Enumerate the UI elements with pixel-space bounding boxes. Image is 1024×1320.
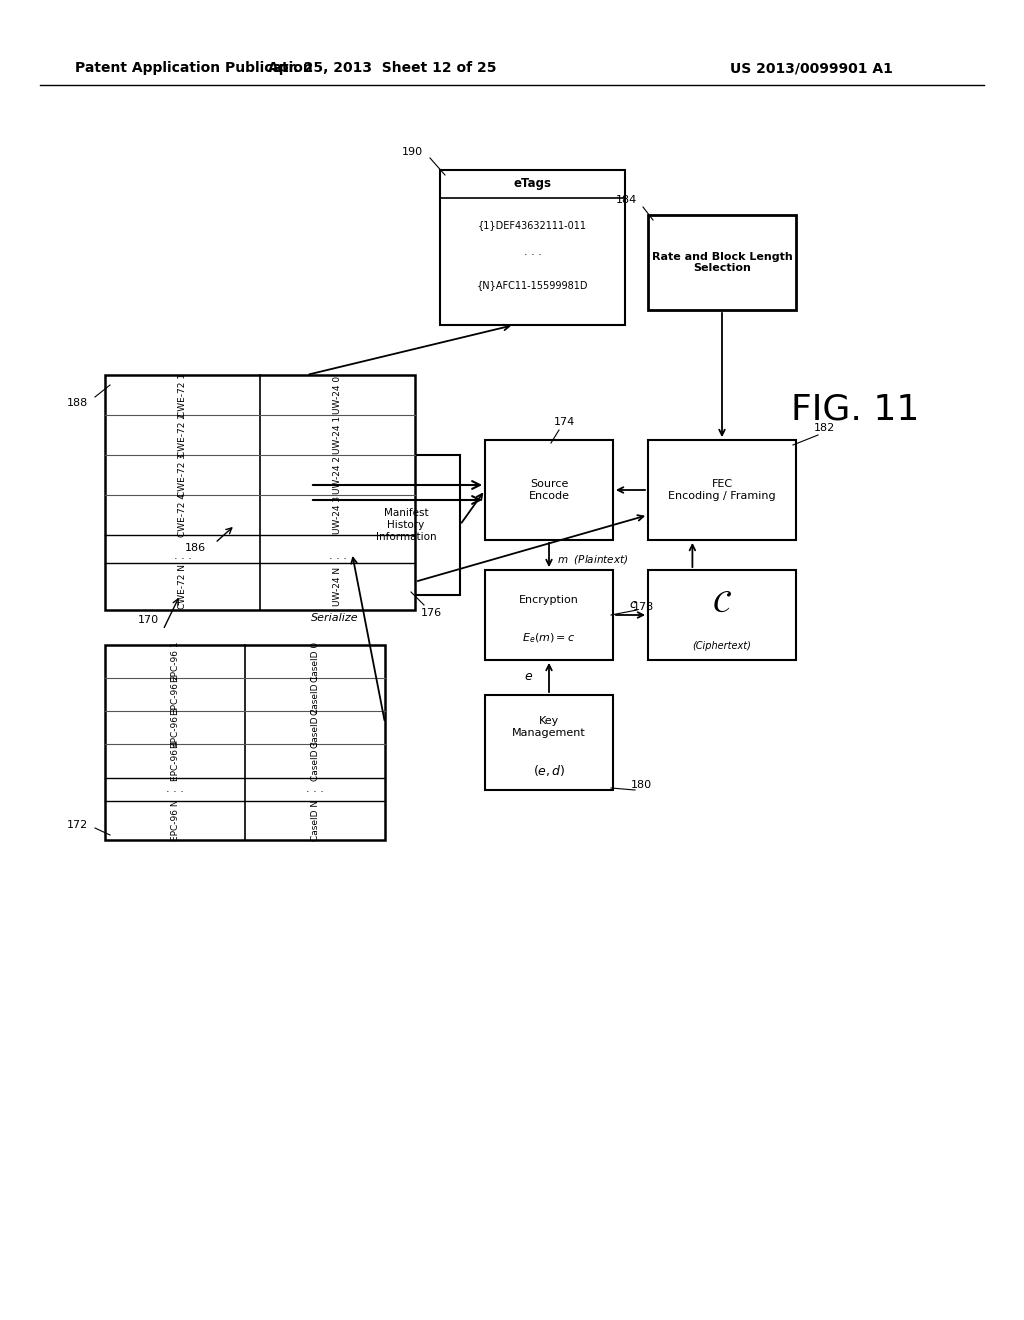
Text: {N}AFC11-15599981D: {N}AFC11-15599981D: [477, 280, 588, 290]
Text: CWE-72 3: CWE-72 3: [178, 453, 187, 496]
Text: EPC-96 4: EPC-96 4: [171, 741, 179, 781]
Text: 170: 170: [137, 615, 159, 624]
Text: 190: 190: [401, 147, 423, 157]
Text: $(e,d)$: $(e,d)$: [532, 763, 565, 779]
Text: 180: 180: [631, 780, 651, 789]
Text: . . .: . . .: [523, 247, 542, 257]
Text: $m$  (Plaintext): $m$ (Plaintext): [557, 553, 629, 566]
Text: FEC
Encoding / Framing: FEC Encoding / Framing: [669, 479, 776, 500]
Text: EPC-96 1: EPC-96 1: [171, 642, 179, 682]
Text: 184: 184: [615, 195, 637, 205]
Text: CWE-72 4: CWE-72 4: [178, 492, 187, 537]
Bar: [485, 570, 613, 660]
Text: . . .: . . .: [306, 784, 324, 795]
Text: . . .: . . .: [329, 550, 346, 561]
Text: FIG. 11: FIG. 11: [791, 393, 920, 426]
Text: UW-24 N: UW-24 N: [333, 566, 342, 606]
Text: $\mathcal{C}$: $\mathcal{C}$: [712, 589, 732, 618]
Bar: [648, 440, 796, 540]
Text: $e$: $e$: [524, 671, 534, 684]
Text: {1}DEF43632111-011: {1}DEF43632111-011: [478, 220, 587, 230]
Text: 182: 182: [813, 422, 835, 433]
Text: Serialize: Serialize: [311, 612, 358, 623]
Text: eTags: eTags: [513, 177, 552, 190]
Text: Rate and Block Length
Selection: Rate and Block Length Selection: [651, 252, 793, 273]
Text: CaseID 0: CaseID 0: [310, 642, 319, 681]
Text: $E_e(m) = c$: $E_e(m) = c$: [522, 631, 575, 644]
Text: EPC-96 N: EPC-96 N: [171, 800, 179, 841]
Text: (Ciphertext): (Ciphertext): [692, 642, 752, 651]
Text: 188: 188: [67, 399, 88, 408]
Text: CWE-72 1: CWE-72 1: [178, 374, 187, 417]
Text: CWE-72 2: CWE-72 2: [178, 413, 187, 457]
Text: . . .: . . .: [166, 784, 184, 795]
Text: Key
Management: Key Management: [512, 717, 586, 738]
Text: EPC-96 3: EPC-96 3: [171, 708, 179, 748]
Bar: [648, 215, 796, 310]
Text: Manifest
History
Information: Manifest History Information: [376, 508, 436, 541]
Bar: [648, 570, 796, 660]
Bar: [440, 170, 625, 325]
Text: CaseID 3: CaseID 3: [310, 741, 319, 781]
Text: 174: 174: [553, 417, 574, 426]
Bar: [485, 696, 613, 789]
Text: Encryption: Encryption: [519, 595, 579, 605]
Text: UW-24 2: UW-24 2: [333, 455, 342, 494]
Text: CaseID N: CaseID N: [310, 800, 319, 841]
Text: CaseID 2: CaseID 2: [310, 708, 319, 748]
Text: 186: 186: [184, 543, 206, 553]
Text: 172: 172: [67, 820, 88, 830]
Text: 176: 176: [421, 609, 441, 618]
Text: . . .: . . .: [173, 550, 191, 561]
Text: EPC-96 2: EPC-96 2: [171, 675, 179, 715]
Text: UW-24 1: UW-24 1: [333, 416, 342, 454]
Text: Apr. 25, 2013  Sheet 12 of 25: Apr. 25, 2013 Sheet 12 of 25: [267, 61, 497, 75]
Text: UW-24 0: UW-24 0: [333, 376, 342, 414]
Bar: [352, 455, 460, 595]
Bar: [105, 645, 385, 840]
Text: UW-24 3: UW-24 3: [333, 496, 342, 533]
Text: Source
Encode: Source Encode: [528, 479, 569, 500]
Bar: [485, 440, 613, 540]
Text: 178: 178: [633, 602, 653, 612]
Text: $c$: $c$: [629, 598, 637, 611]
Text: US 2013/0099901 A1: US 2013/0099901 A1: [730, 61, 893, 75]
Text: Patent Application Publication: Patent Application Publication: [75, 61, 312, 75]
Text: CWE-72 N: CWE-72 N: [178, 564, 187, 609]
Text: CaseID 1: CaseID 1: [310, 675, 319, 715]
Bar: [105, 375, 415, 610]
